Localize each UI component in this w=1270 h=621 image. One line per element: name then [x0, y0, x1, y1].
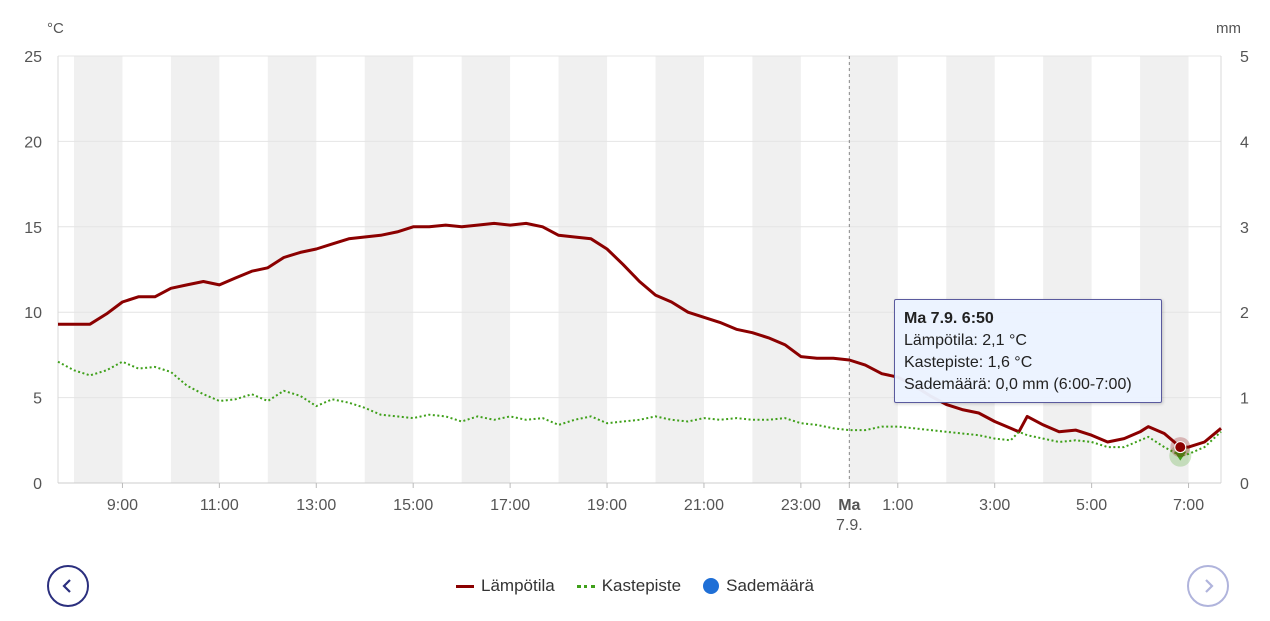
- legend: Lämpötila Kastepiste Sademäärä: [0, 574, 1270, 598]
- x-tick-label: 5:00: [1076, 497, 1107, 514]
- right-tick-label: 2: [1240, 305, 1249, 322]
- x-tick-label: 9:00: [107, 497, 138, 514]
- dewpoint-marker: [1174, 451, 1187, 461]
- left-axis-unit: °C: [47, 20, 64, 37]
- x-tick-label: 7:00: [1173, 497, 1204, 514]
- x-tick-sublabel: 7.9.: [836, 517, 863, 534]
- legend-swatch-dewpoint: [576, 584, 595, 588]
- left-tick-label: 25: [24, 49, 42, 66]
- left-tick-label: 15: [24, 220, 42, 237]
- x-tick-label: 3:00: [979, 497, 1010, 514]
- tooltip-precipitation: Sademäärä: 0,0 mm (6:00-7:00): [904, 376, 1132, 393]
- chevron-left-icon: [62, 579, 71, 593]
- hour-band: [170, 56, 220, 483]
- tooltip-temperature: Lämpötila: 2,1 °C: [904, 332, 1027, 349]
- x-tick-label: 19:00: [587, 497, 627, 514]
- left-tick-label: 20: [24, 134, 42, 151]
- hour-band: [73, 56, 123, 483]
- temperature-line: [58, 221, 1222, 449]
- legend-label-temperature: Lämpötila: [481, 576, 555, 595]
- legend-item-precipitation[interactable]: Sademäärä: [703, 576, 814, 596]
- x-tick-label: 23:00: [781, 497, 821, 514]
- right-axis-unit: mm: [1216, 20, 1241, 37]
- previous-button[interactable]: [47, 565, 89, 607]
- next-button[interactable]: [1187, 565, 1229, 607]
- right-tick-label: 1: [1240, 391, 1249, 408]
- left-tick-label: 10: [24, 305, 42, 322]
- hour-band: [655, 56, 704, 483]
- legend-swatch-temperature: [456, 584, 474, 588]
- x-tick-label: 15:00: [393, 497, 433, 514]
- right-tick-label: 4: [1240, 134, 1249, 151]
- hour-band: [752, 56, 801, 483]
- x-tick-label: 17:00: [490, 497, 530, 514]
- tooltip-title: Ma 7.9. 6:50: [904, 310, 994, 327]
- x-tick-label: 1:00: [882, 497, 913, 514]
- chevron-right-icon: [1205, 579, 1214, 593]
- legend-item-temperature[interactable]: Lämpötila: [456, 576, 555, 596]
- x-tick-label: 11:00: [200, 497, 239, 514]
- x-tick-label: 13:00: [296, 497, 336, 514]
- legend-item-dewpoint[interactable]: Kastepiste: [576, 576, 682, 596]
- x-tick-label: 21:00: [684, 497, 724, 514]
- hour-band: [364, 56, 414, 483]
- series-lines: [57, 221, 1222, 457]
- right-tick-label: 3: [1240, 220, 1249, 237]
- right-tick-label: 5: [1240, 49, 1249, 66]
- hour-band: [849, 56, 898, 483]
- x-tick-label: Ma: [838, 497, 860, 514]
- left-tick-label: 5: [33, 391, 42, 408]
- hour-band: [267, 56, 317, 483]
- hour-band: [1140, 56, 1189, 483]
- hour-band: [461, 56, 511, 483]
- dewpoint-line: [57, 360, 1222, 457]
- tooltip: Ma 7.9. 6:50 Lämpötila: 2,1 °C Kastepist…: [894, 299, 1162, 403]
- hover-markers: [1169, 437, 1192, 467]
- right-tick-label: 0: [1240, 476, 1249, 493]
- hour-bands: [73, 56, 1189, 483]
- axes: 0 5 10 15 20 25 0 1 2 3 4 5 9:00 11:00 13:00 15:00 17:00…: [24, 49, 1249, 534]
- legend-label-dewpoint: Kastepiste: [601, 576, 682, 595]
- left-tick-label: 0: [33, 476, 42, 493]
- legend-label-precipitation: Sademäärä: [726, 576, 814, 595]
- temperature-marker: [1174, 441, 1187, 454]
- hour-band: [1043, 56, 1092, 483]
- legend-swatch-precipitation: [703, 578, 720, 594]
- tooltip-dewpoint: Kastepiste: 1,6 °C: [904, 354, 1033, 371]
- hour-band: [558, 56, 608, 483]
